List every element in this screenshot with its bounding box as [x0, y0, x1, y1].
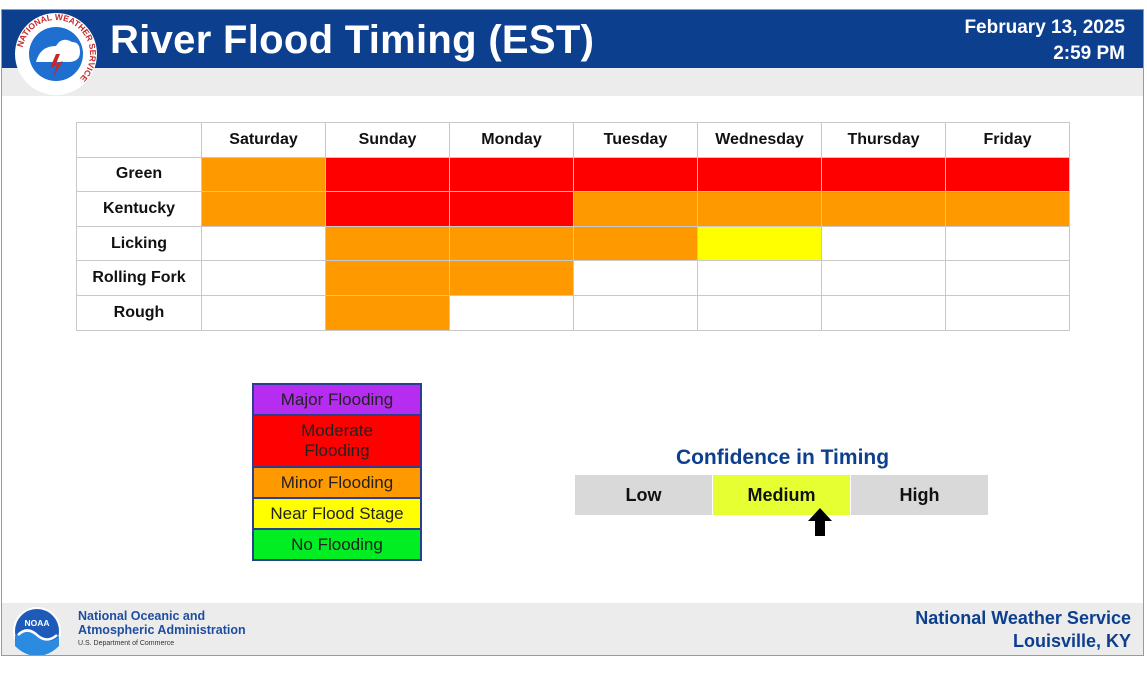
- flood-level-cell-none: [945, 294, 1070, 331]
- graphic-frame: NATIONAL WEATHER SERVICE River Flood Tim…: [1, 9, 1144, 656]
- legend-label: Minor Flooding: [280, 472, 394, 492]
- confidence-high: High: [851, 475, 988, 515]
- flood-level-cell-minor: [449, 260, 574, 296]
- flood-level-cell-minor: [945, 191, 1070, 227]
- river-name: Rolling Fork: [76, 260, 202, 296]
- day-header-row: Saturday Sunday Monday Tuesday Wednesday Thur…: [76, 122, 1070, 158]
- legend-label: No Flooding: [291, 534, 383, 554]
- nws-logo-icon: NATIONAL WEATHER SERVICE: [15, 12, 98, 95]
- flood-level-cell-moderate: [325, 156, 450, 193]
- flood-level-cell-none: [573, 260, 698, 296]
- flood-level-cell-none: [945, 225, 1070, 262]
- legend-item-near: Near Flood Stage: [254, 499, 420, 530]
- flood-level-cell-minor: [449, 225, 574, 262]
- flood-level-cell-none: [821, 225, 946, 262]
- legend-item-none: No Flooding: [254, 530, 420, 561]
- river-name: Licking: [76, 225, 202, 262]
- river-row-kentucky: Kentucky: [76, 191, 1070, 227]
- river-row-rolling-fork: Rolling Fork: [76, 260, 1070, 296]
- noaa-logo-icon: NOAA: [13, 607, 61, 655]
- issue-date: February 13, 2025: [964, 17, 1125, 38]
- flood-level-cell-none: [201, 260, 326, 296]
- legend-item-major: Major Flooding: [254, 385, 420, 416]
- flood-level-cell-none: [697, 294, 822, 331]
- day-header-tuesday: Tuesday: [573, 122, 698, 158]
- legend-item-moderate: Moderate Flooding: [254, 416, 420, 468]
- noaa-name-line2: Atmospheric Administration: [78, 623, 246, 637]
- flood-level-cell-moderate: [325, 191, 450, 227]
- nws-name: National Weather Service: [915, 608, 1131, 628]
- day-header-wednesday: Wednesday: [697, 122, 822, 158]
- noaa-department: U.S. Department of Commerce: [78, 640, 175, 647]
- confidence-title: Confidence in Timing: [675, 446, 890, 469]
- river-row-rough: Rough: [76, 294, 1070, 331]
- flood-level-cell-moderate: [449, 156, 574, 193]
- flood-level-cell-minor: [325, 225, 450, 262]
- confidence-pointer-arrow-icon: [808, 508, 832, 536]
- corner-cell: [76, 122, 202, 158]
- confidence-low: Low: [575, 475, 712, 515]
- day-header-sunday: Sunday: [325, 122, 450, 158]
- flood-category-legend: Major Flooding Moderate Flooding Minor Floo…: [252, 383, 422, 561]
- flood-level-cell-near: [697, 225, 822, 262]
- flood-level-cell-moderate: [945, 156, 1070, 193]
- day-header-friday: Friday: [945, 122, 1070, 158]
- flood-level-cell-none: [573, 294, 698, 331]
- confidence-scale: Low Medium High: [575, 475, 989, 515]
- flood-level-cell-moderate: [573, 156, 698, 193]
- noaa-name-line1: National Oceanic and: [78, 609, 206, 623]
- river-name: Rough: [76, 294, 202, 331]
- header-bar: [2, 10, 1143, 68]
- flood-level-cell-none: [821, 294, 946, 331]
- nws-office: Louisville, KY: [1012, 631, 1131, 651]
- river-name: Kentucky: [76, 191, 202, 227]
- day-header-thursday: Thursday: [821, 122, 946, 158]
- issue-time: 2:59 PM: [1053, 43, 1125, 64]
- flood-level-cell-none: [201, 294, 326, 331]
- flood-level-cell-none: [201, 225, 326, 262]
- flood-level-cell-minor: [573, 225, 698, 262]
- flood-level-cell-minor: [573, 191, 698, 227]
- flood-level-cell-minor: [201, 191, 326, 227]
- legend-label: Near Flood Stage: [270, 503, 404, 523]
- flood-timing-table: Saturday Sunday Monday Tuesday Wednesday Thur…: [76, 122, 1070, 331]
- flood-level-cell-moderate: [821, 156, 946, 193]
- flood-level-cell-moderate: [449, 191, 574, 227]
- timing-body: Green Kentucky Licking Rolling Fork Rough: [76, 156, 1070, 331]
- legend-label: Flooding: [304, 441, 370, 460]
- page-title: River Flood Timing (EST): [110, 18, 595, 62]
- legend-label: Major Flooding: [280, 389, 394, 409]
- flood-level-cell-none: [449, 294, 574, 331]
- legend-item-minor: Minor Flooding: [254, 468, 420, 499]
- day-header-saturday: Saturday: [201, 122, 326, 158]
- river-name: Green: [76, 156, 202, 193]
- flood-level-cell-minor: [325, 294, 450, 331]
- flood-level-cell-minor: [697, 191, 822, 227]
- flood-level-cell-minor: [821, 191, 946, 227]
- noaa-logo-text: NOAA: [24, 618, 49, 628]
- flood-level-cell-none: [945, 260, 1070, 296]
- flood-level-cell-minor: [325, 260, 450, 296]
- confidence-medium: Medium: [713, 475, 850, 515]
- flood-level-cell-moderate: [697, 156, 822, 193]
- river-row-green: Green: [76, 156, 1070, 193]
- river-row-licking: Licking: [76, 225, 1070, 262]
- legend-label: Moderate: [301, 421, 373, 440]
- header-subbar: [2, 68, 1143, 96]
- flood-level-cell-minor: [201, 156, 326, 193]
- flood-level-cell-none: [697, 260, 822, 296]
- flood-level-cell-none: [821, 260, 946, 296]
- footer-bar: NOAA National Oceanic and Atmospheric Ad…: [2, 603, 1143, 655]
- day-header-monday: Monday: [449, 122, 574, 158]
